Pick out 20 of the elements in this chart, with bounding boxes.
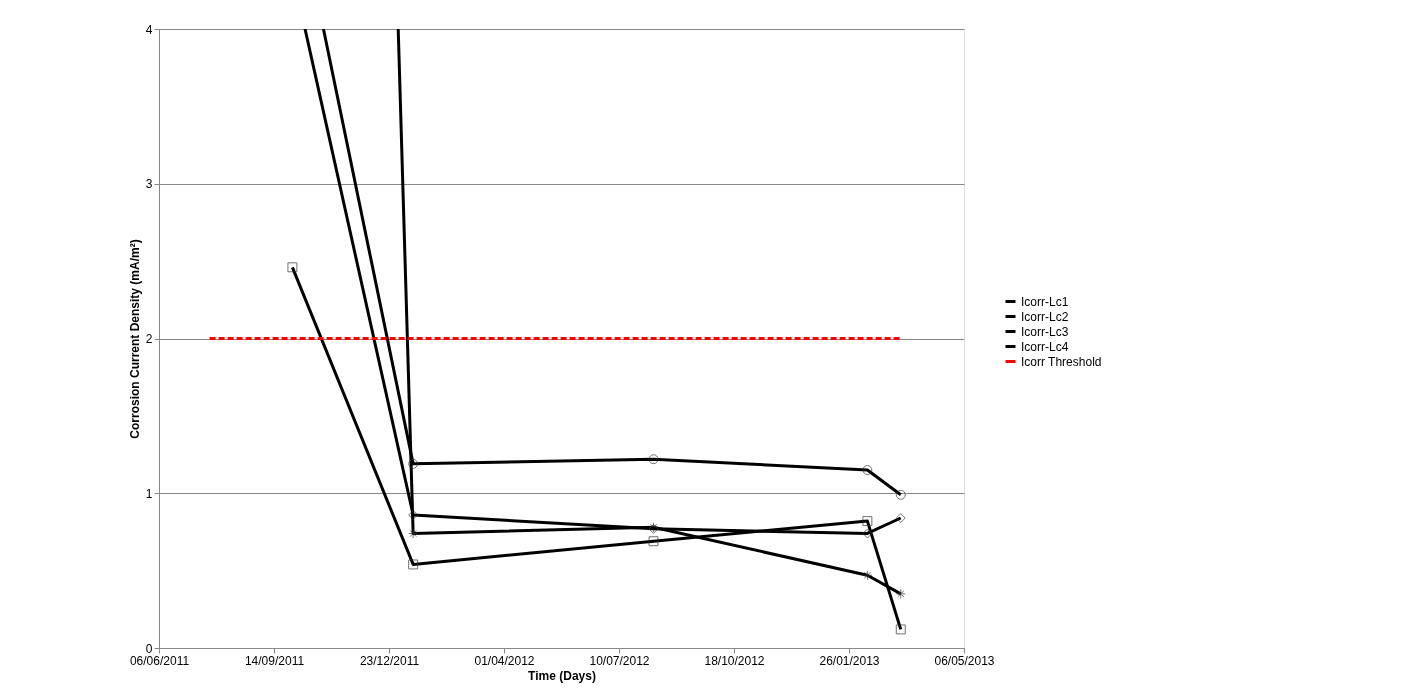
legend-label: Icorr Threshold (1021, 354, 1102, 369)
x-tick-label: 06/05/2013 (934, 653, 995, 668)
x-axis-title: Time (Days) (528, 668, 596, 683)
y-tick-label: 3 (145, 177, 153, 192)
legend-label: Icorr-Lc3 (1021, 324, 1069, 339)
legend-label: Icorr-Lc1 (1021, 294, 1069, 309)
x-tick-label: 01/04/2012 (474, 653, 535, 668)
legend-label: Icorr-Lc2 (1021, 309, 1069, 324)
x-tick-label: 10/07/2012 (589, 653, 650, 668)
y-tick-label: 2 (145, 332, 153, 346)
x-tick-label: 18/10/2012 (704, 653, 765, 668)
y-tick-label: 0 (145, 641, 153, 656)
x-tick-label: 26/01/2013 (819, 653, 880, 668)
x-tick-label: 23/12/2011 (359, 653, 420, 668)
y-tick-label: 4 (145, 22, 153, 37)
x-tick-label: 06/06/2011 (129, 653, 190, 668)
y-axis-title: Corrosion Current Density (mA/m²) (127, 239, 142, 439)
legend-label: Icorr-Lc4 (1021, 339, 1069, 354)
x-tick-label: 14/09/2011 (244, 653, 305, 668)
y-tick-label: 1 (145, 486, 153, 501)
